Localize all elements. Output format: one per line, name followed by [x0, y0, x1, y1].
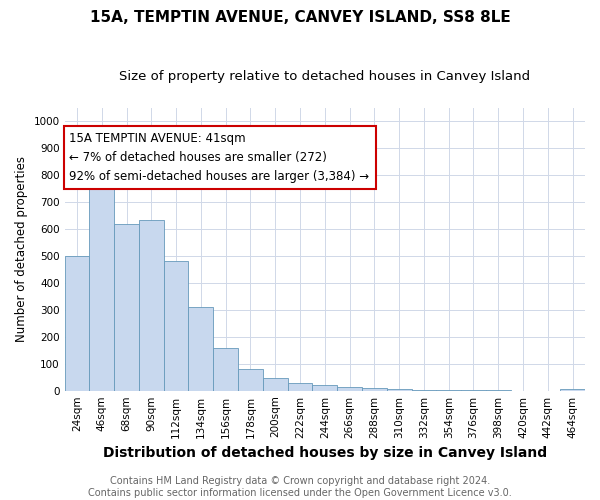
Bar [263, 378, 287, 390]
Bar [65, 256, 89, 390]
Bar [213, 348, 238, 391]
Bar [89, 172, 114, 390]
Bar [114, 224, 139, 390]
Bar [188, 307, 213, 390]
Bar [337, 386, 362, 390]
Bar [313, 385, 337, 390]
Text: Contains HM Land Registry data © Crown copyright and database right 2024.
Contai: Contains HM Land Registry data © Crown c… [88, 476, 512, 498]
Bar [238, 369, 263, 390]
Y-axis label: Number of detached properties: Number of detached properties [15, 156, 28, 342]
X-axis label: Distribution of detached houses by size in Canvey Island: Distribution of detached houses by size … [103, 446, 547, 460]
Bar [139, 220, 164, 390]
Title: Size of property relative to detached houses in Canvey Island: Size of property relative to detached ho… [119, 70, 530, 83]
Bar [362, 388, 387, 390]
Text: 15A TEMPTIN AVENUE: 41sqm
← 7% of detached houses are smaller (272)
92% of semi-: 15A TEMPTIN AVENUE: 41sqm ← 7% of detach… [70, 132, 370, 183]
Text: 15A, TEMPTIN AVENUE, CANVEY ISLAND, SS8 8LE: 15A, TEMPTIN AVENUE, CANVEY ISLAND, SS8 … [89, 10, 511, 25]
Bar [287, 382, 313, 390]
Bar [164, 262, 188, 390]
